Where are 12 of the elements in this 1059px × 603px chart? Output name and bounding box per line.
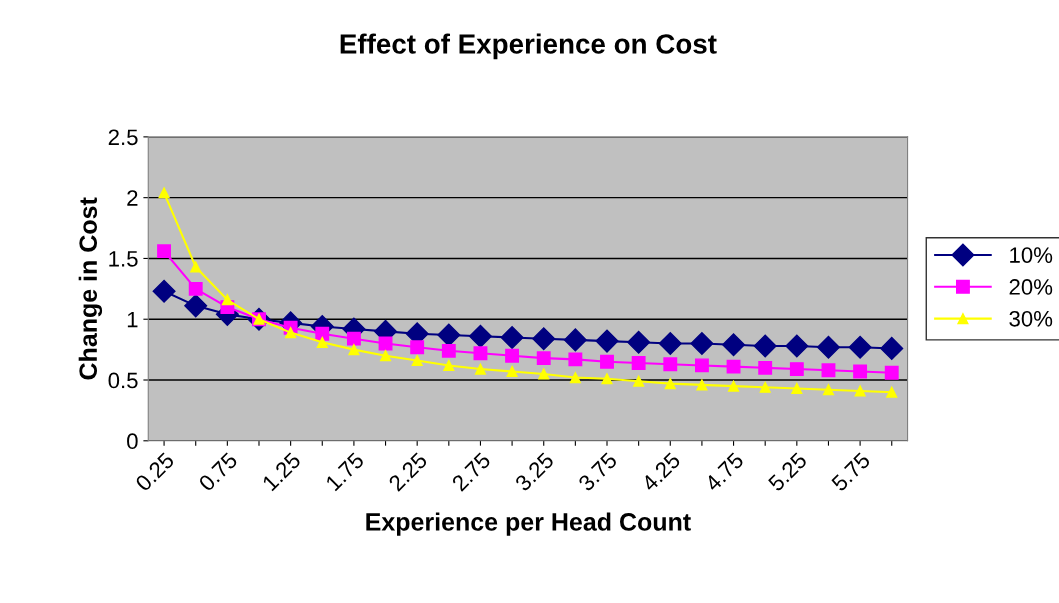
legend-label: 10% [1010,247,1053,263]
y-tick-label: 1.5 [109,251,138,267]
x-axis-title: Experience per Head Count [366,512,691,536]
y-tick-label: 1 [127,311,138,328]
y-axis-title: Change in Cost [78,197,103,380]
y-tick-label: 2.5 [108,129,138,146]
y-tick-label: 0 [127,433,138,450]
chart-title: Effect of Experience on Cost [340,33,717,60]
legend-label: 30% [1009,310,1053,327]
y-tick-label: 2 [127,190,138,206]
y-tick-label: 0.5 [108,372,138,389]
legend-label: 20% [1009,279,1053,295]
